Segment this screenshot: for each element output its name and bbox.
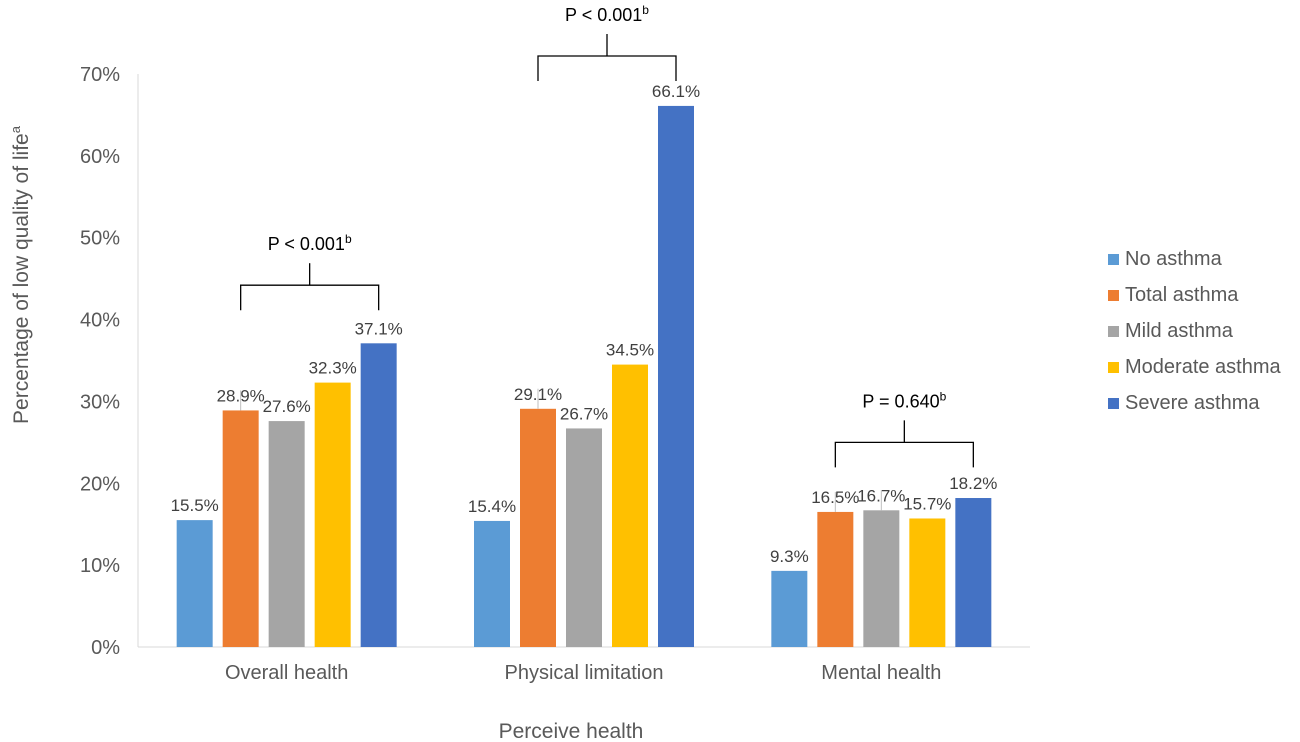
bar	[268, 421, 305, 647]
data-label: 15.4%	[468, 497, 516, 516]
p-value-label: P = 0.640b	[862, 389, 946, 411]
data-labels: 15.5%28.9%27.6%32.3%37.1%15.4%29.1%26.7%…	[171, 82, 998, 566]
data-label: 34.5%	[606, 341, 654, 360]
bar	[314, 382, 351, 647]
legend-swatch	[1108, 254, 1119, 265]
data-label: 66.1%	[652, 82, 700, 101]
bar	[955, 498, 992, 647]
legend-entry: Severe asthma	[1125, 392, 1260, 414]
data-label: 15.7%	[903, 494, 951, 513]
y-tick-label: 10%	[80, 555, 120, 577]
p-value-label: P < 0.001b	[268, 232, 352, 254]
x-axis-title: Perceive health	[499, 720, 644, 742]
x-tick-label: Overall health	[225, 662, 348, 684]
significance-bracket	[537, 55, 677, 81]
y-tick-label: 70%	[80, 64, 120, 86]
bar	[909, 518, 946, 647]
y-tick-label: 60%	[80, 146, 120, 168]
p-value-label: P < 0.001b	[565, 3, 649, 25]
bar	[863, 510, 900, 647]
bar	[360, 343, 397, 647]
axes: 0% 10% 20% 30% 40% 50% 60% 70% Overall health Phy…	[80, 64, 1030, 684]
significance-annotations: P < 0.001b P < 0.001b P = 0.640b	[240, 3, 974, 468]
bar	[520, 408, 556, 647]
bar	[474, 520, 510, 647]
data-label: 26.7%	[560, 404, 608, 423]
data-label: 9.3%	[770, 547, 809, 566]
significance-bracket	[240, 284, 380, 311]
legend-entry: Total asthma	[1125, 284, 1239, 306]
bar	[817, 511, 854, 647]
legend-entry: Mild asthma	[1125, 320, 1234, 342]
x-tick-label: Mental health	[821, 662, 941, 684]
data-label: 27.6%	[263, 397, 311, 416]
y-tick-label: 0%	[91, 637, 120, 659]
legend-entry: Moderate asthma	[1125, 356, 1282, 378]
bars	[176, 105, 992, 647]
legend-swatch	[1108, 362, 1119, 373]
significance-bracket	[834, 441, 974, 468]
y-tick-label: 20%	[80, 473, 120, 495]
x-tick-label: Physical limitation	[505, 662, 664, 684]
bar	[612, 364, 648, 647]
legend-swatch	[1108, 398, 1119, 409]
y-tick-label: 40%	[80, 310, 120, 332]
bar	[222, 410, 259, 647]
data-label: 37.1%	[355, 319, 403, 338]
bar	[176, 520, 213, 647]
bar	[566, 428, 602, 647]
legend: No asthma Total asthma Mild asthma Moderate…	[1108, 248, 1282, 414]
data-label: 32.3%	[309, 359, 357, 378]
y-axis-title: Percentage of low quality of lifea	[8, 125, 33, 424]
data-label: 15.5%	[171, 496, 219, 515]
legend-swatch	[1108, 290, 1119, 301]
bar	[658, 105, 694, 647]
y-tick-label: 50%	[80, 228, 120, 250]
legend-entry: No asthma	[1125, 248, 1223, 270]
y-tick-label: 30%	[80, 391, 120, 413]
bar	[771, 570, 808, 647]
legend-swatch	[1108, 326, 1119, 337]
data-label: 18.2%	[949, 474, 997, 493]
